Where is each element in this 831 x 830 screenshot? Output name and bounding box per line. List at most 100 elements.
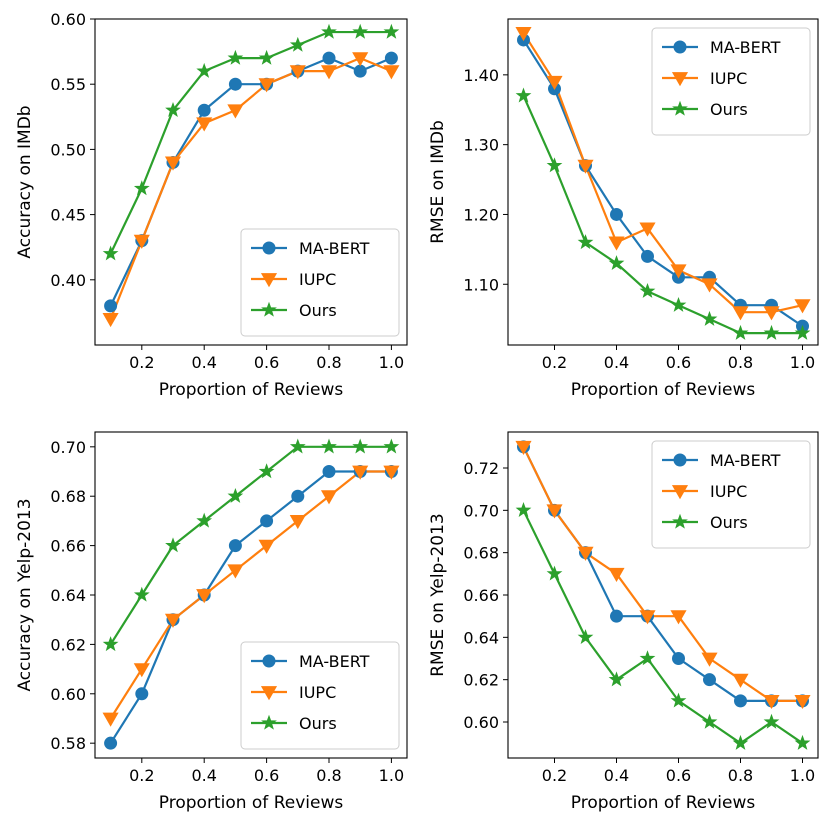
data-point-ours [352,23,369,39]
data-point-iupc [227,104,244,119]
legend-label-ours: Ours [710,100,748,119]
data-point-iupc [794,299,811,314]
legend-marker-iupc [260,686,278,701]
data-point-iupc [794,694,811,710]
data-point-ours [670,692,687,708]
y-tick-label: 0.62 [463,671,499,690]
axes-frame [94,18,408,346]
y-tick-label: 1.30 [463,136,499,155]
data-point-iupc [258,539,275,554]
data-point-ours [102,636,119,652]
legend-marker-iupc [671,485,689,500]
data-point-ma-bert [641,249,654,263]
x-tick-label: 1.0 [379,353,404,372]
data-point-ours [608,671,625,687]
x-tick-label: 0.2 [542,353,567,372]
x-tick-label: 0.8 [728,766,753,785]
x-tick-label: 0.8 [316,353,341,372]
legend-marker-ma-bert [262,241,276,255]
x-tick-label: 1.0 [790,353,815,372]
x-tick-label: 0.6 [666,766,691,785]
y-tick-label: 0.64 [463,628,499,647]
series-line-ours [522,509,804,745]
data-point-iupc [515,440,532,456]
data-point-ours [258,49,275,65]
data-point-iupc [133,234,150,249]
y-tick-label: 0.60 [50,10,86,29]
y-tick-label: 0.70 [463,501,499,520]
data-point-ours [352,438,369,454]
data-point-ours [794,324,811,340]
data-point-iupc [383,65,400,80]
data-point-iupc [352,465,369,480]
y-tick-label: 0.66 [463,586,499,605]
legend-marker-ours [672,513,688,529]
y-tick-label: 0.68 [50,487,86,506]
data-point-ours [321,23,337,39]
legend-marker-iupc [671,72,689,87]
data-point-ours [102,245,119,261]
x-tick-label: 0.2 [129,353,154,372]
data-point-ma-bert [260,514,274,528]
y-tick-label: 0.50 [50,140,86,159]
data-point-iupc [258,78,275,93]
series-line-iupc [109,57,392,320]
data-point-iupc [164,613,182,628]
y-axis-label: Accuracy on IMDb [15,105,35,258]
chart-panel-4: 0.2 0.4 0.6 0.8 1.0 0.60 0.62 0.64 0.66 0.68 0.70 0… [428,431,819,813]
axes-frame [507,18,819,346]
data-point-ours [515,502,532,518]
data-point-iupc [515,27,532,42]
data-point-ours [639,650,656,666]
series-line-iupc [109,470,392,720]
series-line-ours [522,95,803,335]
data-point-ours [546,565,563,581]
data-point-iupc [227,564,244,579]
x-tick-label: 0.6 [254,353,279,372]
data-point-iupc [670,610,687,625]
series-line-ours [109,30,392,255]
data-point-ours [289,438,306,454]
data-point-iupc [546,504,563,519]
data-point-ours [165,537,181,553]
legend-marker-ma-bert [673,40,687,54]
data-point-iupc [383,465,400,480]
legend-label-iupc: IUPC [299,270,336,289]
data-point-iupc [763,694,780,710]
legend-marker-iupc [260,273,278,288]
data-point-ours [701,310,718,326]
data-point-iupc [701,652,718,667]
data-point-ours [133,180,150,196]
data-point-ours [732,324,749,340]
data-point-ma-bert [610,609,623,623]
x-axis-label: Proportion of Reviews [571,380,756,400]
y-tick-label: 0.64 [50,586,86,605]
y-axis-label: RMSE on IMDb [428,120,448,244]
data-point-ma-bert [291,489,305,503]
legend-label-iupc: IUPC [710,482,747,501]
y-tick-label: 0.45 [50,206,86,225]
data-point-iupc [289,515,306,530]
data-point-ours [258,463,275,479]
data-point-iupc [639,222,656,237]
data-point-ours [321,438,337,454]
y-tick-label: 0.68 [463,544,499,563]
data-point-iupc [164,156,182,171]
legend-label-iupc: IUPC [299,683,336,702]
series-line-iupc [522,446,803,702]
series-line-ma-bert [109,470,392,744]
data-point-ours [383,23,400,39]
y-tick-label: 0.58 [50,734,86,753]
data-point-ma-bert [104,736,118,750]
data-point-ours [608,255,625,271]
data-point-ours [670,296,687,312]
data-point-ours [577,234,594,250]
y-tick-label: 0.66 [50,537,86,556]
series-line-iupc [522,32,803,314]
data-point-iupc [102,313,119,328]
data-point-iupc [352,52,369,67]
x-axis-label: Proportion of Reviews [159,380,344,400]
y-tick-label: 0.62 [50,635,86,654]
data-point-iupc [133,663,150,678]
